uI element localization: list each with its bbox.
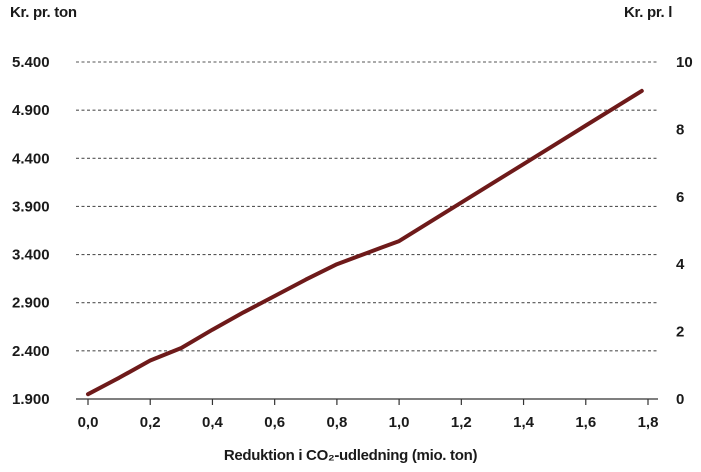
y-tick-label: 2.400 <box>12 343 50 360</box>
y-tick-label: 2.900 <box>12 295 50 312</box>
y-tick-label: 3.400 <box>12 247 50 264</box>
y2-tick-label: 10 <box>676 54 693 71</box>
y-tick-label: 4.900 <box>12 102 50 119</box>
y2-tick-label: 8 <box>676 121 684 138</box>
right-axis-title: Kr. pr. l <box>624 4 673 21</box>
x-tick-label: 0,2 <box>140 414 161 431</box>
x-tick-label: 0,4 <box>202 414 224 431</box>
x-tick-label: 0,8 <box>326 414 347 431</box>
y-tick-label: 4.400 <box>12 150 50 167</box>
x-tick-label: 1,0 <box>389 414 410 431</box>
series-line <box>86 88 644 397</box>
x-tick-label: 1,2 <box>451 414 472 431</box>
x-tick-label: 1,8 <box>638 414 659 431</box>
y-tick-label: 3.900 <box>12 198 50 215</box>
x-axis-title: Reduktion i CO₂-udledning (mio. ton) <box>223 447 478 464</box>
y2-tick-label: 0 <box>676 391 684 408</box>
y-tick-label: 1.900 <box>12 391 50 408</box>
y2-tick-label: 6 <box>676 189 684 206</box>
left-axis-title: Kr. pr. ton <box>10 4 77 21</box>
y2-tick-label: 4 <box>676 256 685 273</box>
x-tick-label: 1,4 <box>513 414 535 431</box>
x-tick-label: 0,6 <box>264 414 285 431</box>
x-tick-label: 1,6 <box>575 414 596 431</box>
y2-tick-label: 2 <box>676 324 684 341</box>
y-tick-label: 5.400 <box>12 54 50 71</box>
x-tick-label: 0,0 <box>78 414 99 431</box>
